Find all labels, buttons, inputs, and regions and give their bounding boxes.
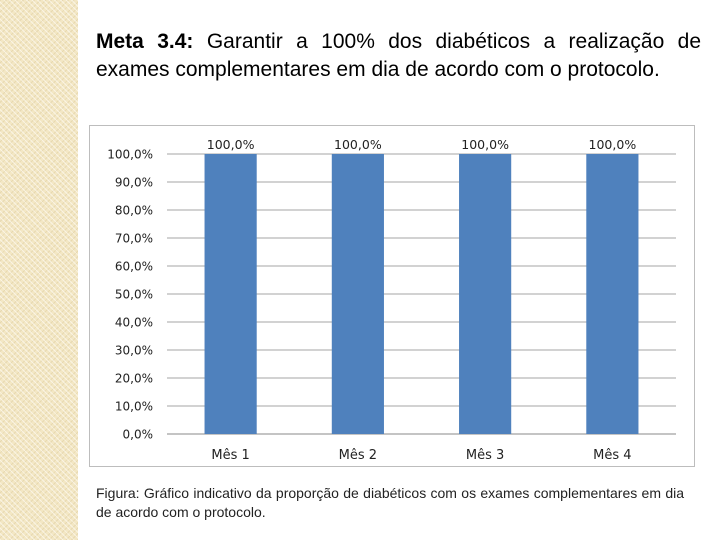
- data-label: 100,0%: [589, 137, 637, 152]
- bar: [459, 154, 512, 434]
- y-tick-label: 100,0%: [107, 148, 153, 162]
- slide-heading: Meta 3.4: Garantir a 100% dos diabéticos…: [96, 28, 701, 84]
- y-tick-label: 40,0%: [115, 316, 153, 330]
- y-tick-label: 60,0%: [115, 260, 153, 274]
- data-label: 100,0%: [461, 137, 509, 152]
- x-tick-label: Mês 1: [211, 448, 249, 463]
- bar-chart: 0,0% 10,0% 20,0% 30,0% 40,0% 50,0% 60,0% 70,0% 8…: [107, 137, 676, 463]
- heading-text: Garantir a 100% dos diabéticos a realiza…: [96, 30, 701, 81]
- x-tick-label: Mês 4: [593, 448, 631, 463]
- y-tick-label: 90,0%: [115, 176, 153, 190]
- y-tick-label: 10,0%: [115, 400, 153, 414]
- bar: [586, 154, 639, 434]
- decorative-side-strip: [0, 0, 78, 540]
- y-tick-label: 80,0%: [115, 204, 153, 218]
- y-tick-label: 30,0%: [115, 344, 153, 358]
- heading-lead: Meta 3.4:: [96, 30, 194, 53]
- data-label: 100,0%: [334, 137, 382, 152]
- x-tick-label: Mês 2: [339, 448, 377, 463]
- y-tick-label: 50,0%: [115, 288, 153, 302]
- x-tick-label: Mês 3: [466, 448, 504, 463]
- data-label: 100,0%: [207, 137, 255, 152]
- y-tick-label: 20,0%: [115, 372, 153, 386]
- y-tick-label: 0,0%: [123, 428, 154, 442]
- figure-caption: Figura: Gráfico indicativo da proporção …: [96, 485, 684, 520]
- chart-frame: 0,0% 10,0% 20,0% 30,0% 40,0% 50,0% 60,0% 70,0% 8…: [89, 125, 695, 467]
- bar: [204, 154, 257, 434]
- bar: [331, 154, 384, 434]
- y-tick-label: 70,0%: [115, 232, 153, 246]
